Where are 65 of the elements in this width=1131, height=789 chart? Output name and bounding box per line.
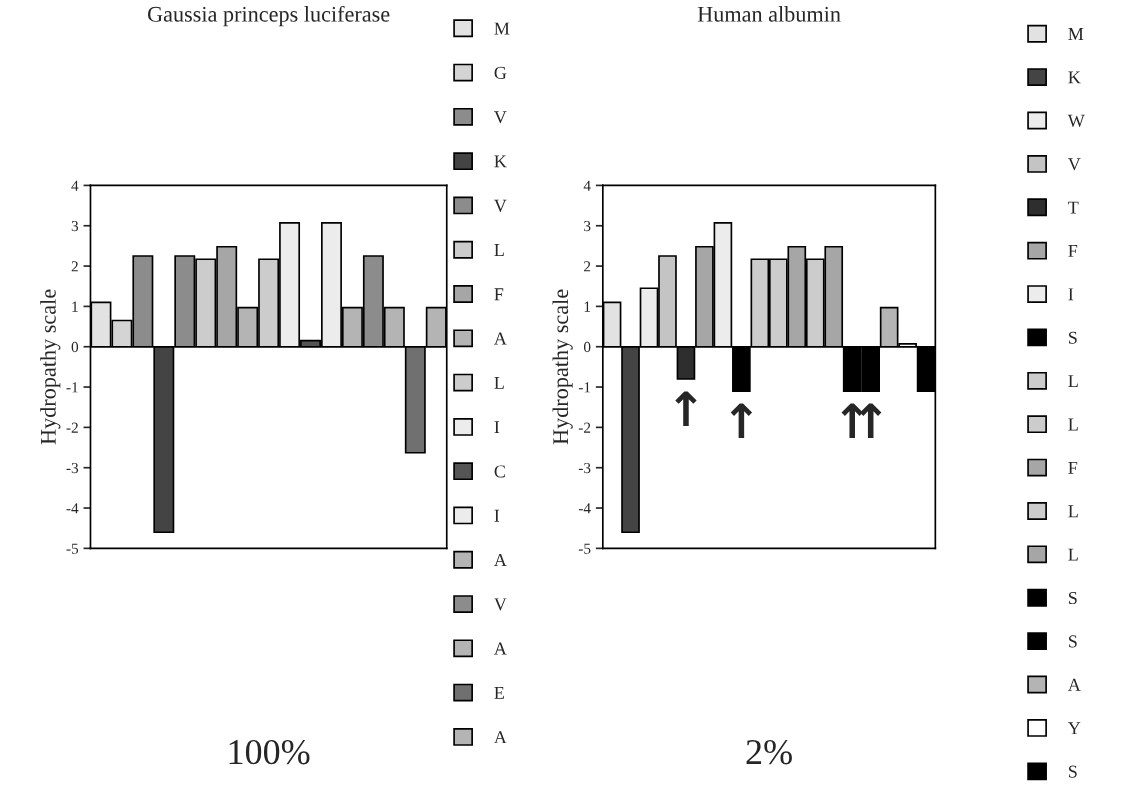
- y-tick-label: -2: [578, 422, 591, 433]
- y-tick-label: -3: [578, 462, 591, 474]
- annotation: ↑: [841, 403, 863, 439]
- y-axis-title: Hydropathy scale: [40, 289, 61, 445]
- legend-label: A: [493, 554, 507, 566]
- y-tick-label: 1: [584, 301, 591, 312]
- legend-label: A: [1067, 678, 1081, 691]
- y-tick-label: 4: [71, 180, 79, 191]
- legend-label: W: [1067, 114, 1085, 127]
- legend-label: A: [493, 731, 507, 744]
- y-tick-label: 3: [71, 220, 79, 232]
- y-tick-label: 4: [583, 180, 591, 191]
- legend-label: I: [494, 421, 500, 434]
- y-tick-label: 1: [72, 301, 78, 312]
- y-tick-label: 2: [71, 261, 78, 272]
- legend-label: M: [1068, 28, 1084, 40]
- legend-label: L: [1068, 505, 1078, 518]
- legend-label: L: [1068, 375, 1078, 387]
- y-tick-label: -1: [66, 382, 78, 393]
- legend-label: I: [494, 509, 500, 522]
- y-tick-label: -3: [66, 462, 79, 474]
- annotation: ↑: [675, 391, 697, 426]
- text: 100%: [229, 739, 310, 765]
- y-tick-label: -2: [66, 422, 78, 433]
- legend-label: Y: [1067, 722, 1081, 735]
- annotation: ↑: [860, 403, 882, 439]
- legend-label: M: [494, 22, 510, 35]
- legend-label: A: [493, 642, 507, 655]
- chart-title: Gaussia princeps luciferase: [147, 5, 390, 27]
- y-tick-label: 2: [584, 261, 591, 272]
- legend-label: A: [493, 332, 507, 345]
- legend-label: E: [494, 686, 504, 699]
- text: 2%: [746, 739, 792, 765]
- legend-label: V: [494, 199, 507, 212]
- legend-label: V: [494, 598, 507, 611]
- chart-title: Human albumin: [697, 6, 841, 22]
- legend-label: T: [1068, 201, 1079, 214]
- legend-label: F: [1068, 461, 1078, 474]
- legend-label: S: [1068, 635, 1077, 648]
- y-tick-label: -4: [578, 503, 591, 514]
- legend-label: I: [1068, 288, 1074, 301]
- y-tick-label: -1: [578, 382, 591, 393]
- legend-label: V: [494, 111, 507, 124]
- legend-label: G: [494, 66, 507, 79]
- legend-label: L: [494, 376, 504, 389]
- legend-label: L: [494, 244, 504, 256]
- y-tick-label: 0: [583, 341, 591, 353]
- legend-label: K: [494, 155, 507, 168]
- y-tick-label: -4: [66, 503, 79, 514]
- legend-label: S: [1068, 331, 1077, 344]
- y-axis-title: Hydropathy scale: [552, 289, 573, 445]
- legend-label: S: [1068, 765, 1077, 778]
- y-tick-label: -5: [66, 543, 79, 554]
- legend-label: V: [1067, 158, 1081, 171]
- annotation: ↑: [730, 403, 753, 439]
- legend-label: L: [1068, 548, 1078, 561]
- y-tick-label: 3: [584, 220, 591, 232]
- legend-label: F: [494, 288, 504, 301]
- legend-label: K: [1068, 71, 1081, 84]
- legend-label: L: [1068, 418, 1078, 431]
- legend-label: C: [494, 465, 505, 478]
- y-tick-label: -5: [578, 543, 591, 554]
- legend-label: F: [1068, 245, 1078, 257]
- y-tick-label: 0: [71, 341, 79, 353]
- legend-label: S: [1068, 591, 1077, 605]
